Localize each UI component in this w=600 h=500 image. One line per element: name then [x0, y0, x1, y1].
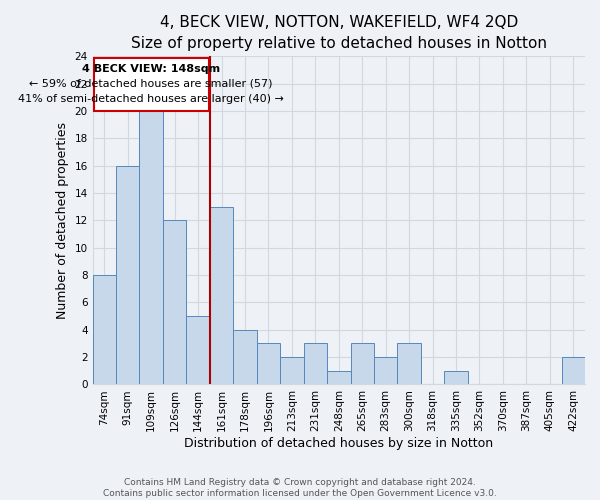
- Bar: [280, 357, 304, 384]
- Text: 4 BECK VIEW: 148sqm: 4 BECK VIEW: 148sqm: [82, 64, 220, 74]
- Text: 41% of semi-detached houses are larger (40) →: 41% of semi-detached houses are larger (…: [18, 94, 284, 104]
- Bar: [92, 275, 116, 384]
- Bar: [233, 330, 257, 384]
- Bar: [257, 344, 280, 384]
- Text: ← 59% of detached houses are smaller (57): ← 59% of detached houses are smaller (57…: [29, 78, 273, 88]
- Bar: [116, 166, 139, 384]
- Bar: [163, 220, 187, 384]
- Bar: [304, 344, 327, 384]
- Bar: [350, 344, 374, 384]
- Bar: [562, 357, 585, 384]
- Y-axis label: Number of detached properties: Number of detached properties: [56, 122, 69, 319]
- FancyBboxPatch shape: [94, 58, 209, 111]
- Bar: [187, 316, 210, 384]
- Bar: [327, 371, 350, 384]
- Bar: [445, 371, 468, 384]
- Bar: [139, 111, 163, 384]
- Bar: [397, 344, 421, 384]
- Text: Contains HM Land Registry data © Crown copyright and database right 2024.
Contai: Contains HM Land Registry data © Crown c…: [103, 478, 497, 498]
- X-axis label: Distribution of detached houses by size in Notton: Distribution of detached houses by size …: [184, 437, 493, 450]
- Bar: [374, 357, 397, 384]
- Title: 4, BECK VIEW, NOTTON, WAKEFIELD, WF4 2QD
Size of property relative to detached h: 4, BECK VIEW, NOTTON, WAKEFIELD, WF4 2QD…: [131, 15, 547, 51]
- Bar: [210, 206, 233, 384]
